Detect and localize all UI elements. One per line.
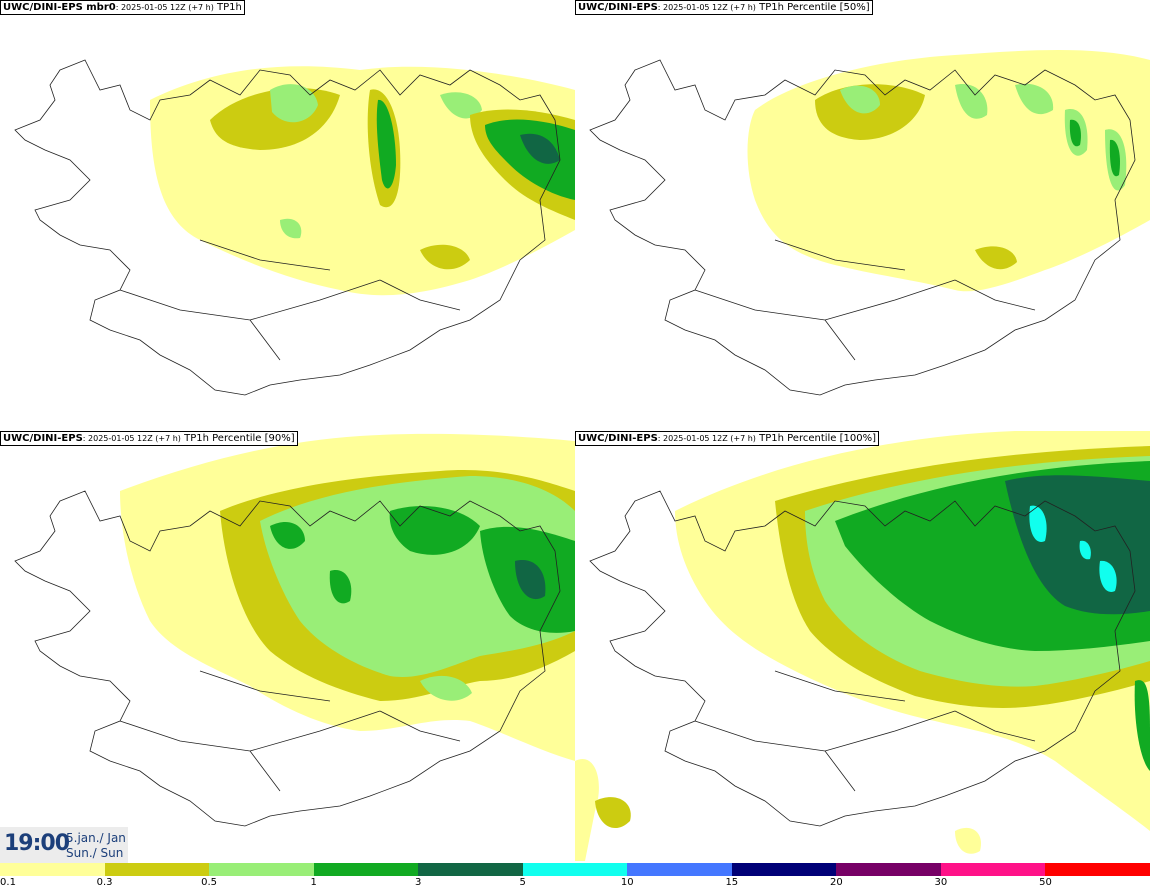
legend-tick-label: 1: [310, 877, 317, 888]
legend-tick-label: 3: [414, 877, 422, 888]
panel-title: UWC/DINI-EPS: 2025-01-05 12Z (+7 h) TP1h…: [575, 431, 880, 446]
legend-tick-label: 0.3: [96, 877, 113, 888]
map-panel-mbr0: UWC/DINI-EPS mbr0: 2025-01-05 12Z (+7 h)…: [0, 0, 575, 430]
legend-swatch: [522, 863, 629, 876]
panel-title: UWC/DINI-EPS mbr0: 2025-01-05 12Z (+7 h)…: [0, 0, 245, 15]
coastline: [589, 490, 1136, 827]
precip-field: [575, 431, 1150, 861]
legend-swatch: [940, 863, 1047, 876]
legend-swatch: [418, 863, 524, 876]
precip-map: [14, 59, 575, 396]
legend-swatch: [731, 863, 838, 876]
legend-swatch: [104, 863, 211, 876]
legend-tick-label: 10: [620, 877, 634, 888]
legend-tick-label: 5: [519, 877, 526, 888]
legend-swatch: [0, 863, 106, 876]
panel-title: UWC/DINI-EPS: 2025-01-05 12Z (+7 h) TP1h…: [0, 431, 298, 446]
map-panel-p90: UWC/DINI-EPS: 2025-01-05 12Z (+7 h) TP1h…: [0, 431, 575, 861]
precip-field: [120, 433, 575, 761]
precip-map: [575, 431, 1150, 861]
color-legend: 0.1 0.3 0.5 1 3 5 10 15 20 30 50: [0, 863, 1150, 891]
legend-swatch: [313, 863, 420, 876]
precip-field: [747, 50, 1150, 292]
precip-map: [589, 50, 1150, 396]
legend-tick-label: 50: [1039, 877, 1052, 888]
legend-tick-label: 0.5: [201, 877, 218, 888]
legend-tick-label: 20: [829, 877, 843, 888]
map-panel-p50: UWC/DINI-EPS: 2025-01-05 12Z (+7 h) TP1h…: [575, 0, 1150, 430]
valid-weekday: Sun./ Sun: [66, 846, 124, 860]
coastline: [14, 490, 561, 827]
valid-date: 5.jan./ Jan: [66, 831, 126, 845]
coastline: [589, 59, 1136, 396]
precip-map: [14, 433, 575, 827]
legend-tick-label: 0.1: [0, 877, 16, 888]
coastline: [14, 59, 561, 396]
legend-tick-label: 30: [934, 877, 948, 888]
panel-title: UWC/DINI-EPS: 2025-01-05 12Z (+7 h) TP1h…: [575, 0, 873, 15]
valid-time: 19:00: [4, 831, 70, 856]
legend-swatch: [836, 863, 942, 876]
map-panel-p100: UWC/DINI-EPS: 2025-01-05 12Z (+7 h) TP1h…: [575, 431, 1150, 861]
legend-swatch: [1045, 863, 1150, 876]
legend-swatch: [209, 863, 315, 876]
legend-swatch: [627, 863, 733, 876]
precip-field: [150, 66, 575, 296]
valid-time-box: 19:00 5.jan./ Jan Sun./ Sun: [0, 827, 128, 863]
legend-tick-label: 15: [725, 877, 739, 888]
